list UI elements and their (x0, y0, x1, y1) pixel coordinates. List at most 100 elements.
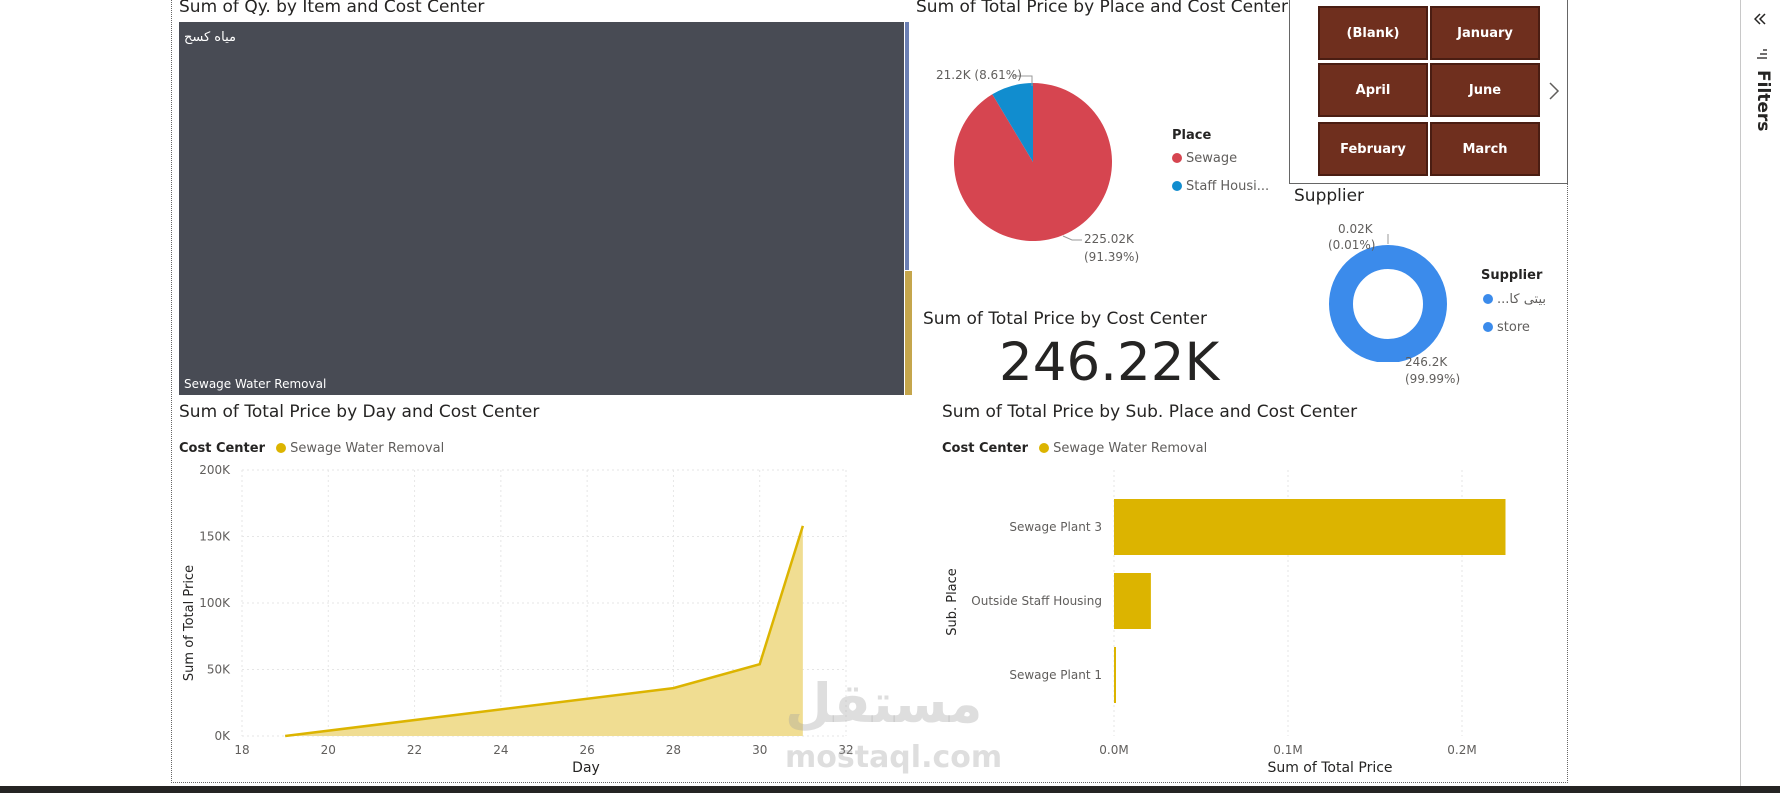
filters-pane-label[interactable]: Filters (1753, 70, 1773, 132)
bottom-status-bar (0, 786, 1780, 793)
donut-chart[interactable] (1320, 226, 1456, 362)
donut-title: Supplier (1294, 186, 1365, 206)
pie-chart[interactable] (916, 60, 1156, 275)
bar-chart-ylabel: Sub. Place (945, 568, 960, 636)
category-label: Outside Staff Housing (971, 594, 1102, 608)
pie-legend-title: Place (1172, 128, 1212, 143)
watermark-url: mostaql.com (785, 740, 1003, 775)
treemap-tile-strip-blue[interactable] (905, 22, 909, 270)
bar-chart-y-axis: Sewage Plant 3 Outside Staff Housing Sewag… (971, 520, 1102, 682)
donut-ring-store[interactable] (1329, 245, 1447, 362)
filters-pane[interactable] (1740, 0, 1780, 786)
slicer-button-april[interactable]: April (1318, 63, 1428, 117)
bar-chart-bars[interactable] (1114, 499, 1506, 703)
x-tick-label: 18 (234, 743, 249, 757)
watermark-logo: مستقل (785, 672, 983, 735)
treemap-visual[interactable]: مياه كسح Sewage Water Removal (179, 22, 912, 395)
legend-dot-icon (1483, 322, 1493, 332)
slicer-button-blank[interactable]: (Blank) (1318, 6, 1428, 60)
x-tick-label: 24 (493, 743, 508, 757)
line-chart-legend: Cost Center Sewage Water Removal (179, 437, 444, 456)
category-label: Sewage Plant 1 (1009, 668, 1102, 682)
slicer-button-march[interactable]: March (1430, 122, 1540, 176)
x-tick-label: 0.2M (1447, 743, 1476, 757)
legend-label: store (1497, 320, 1530, 335)
legend-dot-icon (1039, 443, 1050, 453)
pie-title: Sum of Total Price by Place and Cost Cen… (916, 0, 1288, 17)
card-value[interactable]: 246.22K (999, 332, 1220, 393)
line-chart-title: Sum of Total Price by Day and Cost Cente… (179, 402, 540, 422)
line-chart-y-axis: 200K 150K 100K 50K 0K (199, 463, 231, 743)
slicer-button-june[interactable]: June (1430, 63, 1540, 117)
pie-legend-item-staff-housing[interactable]: Staff Housi... (1172, 179, 1269, 194)
y-tick-label: 150K (199, 530, 231, 544)
x-tick-label: 26 (580, 743, 595, 757)
line-chart-series-line[interactable] (284, 525, 805, 738)
x-tick-label: 28 (666, 743, 681, 757)
bar-chart-x-axis: 0.0M 0.1M 0.2M (1099, 743, 1476, 757)
bar-chart-title: Sum of Total Price by Sub. Place and Cos… (942, 402, 1358, 422)
legend-dot-icon (1172, 153, 1182, 163)
pie-leader-line-2 (1062, 235, 1082, 241)
line-chart-x-axis: 18 20 22 24 26 28 30 32 (234, 743, 853, 757)
line-chart[interactable]: 200K 150K 100K 50K 0K 18 20 22 24 26 28 30 32 Day S… (176, 460, 936, 790)
card-title: Sum of Total Price by Cost Center (923, 309, 1207, 329)
report-canvas (171, 0, 1568, 783)
legend-label: ...بيتى كا (1497, 292, 1546, 307)
donut-label-kaa-pct: (0.01%) (1328, 238, 1376, 252)
y-tick-label: 200K (199, 463, 231, 477)
double-chevron-left-icon[interactable] (1754, 13, 1766, 25)
legend-dot-icon (1172, 181, 1182, 191)
pie-legend-item-sewage[interactable]: Sewage (1172, 151, 1237, 166)
legend-title: Cost Center (942, 441, 1029, 456)
bar-chart-legend: Cost Center Sewage Water Removal (942, 437, 1207, 456)
slicer-button-february[interactable]: February (1318, 122, 1428, 176)
legend-item-sewage-water-removal[interactable]: Sewage Water Removal (1039, 441, 1207, 456)
treemap-tile-main[interactable] (179, 22, 904, 395)
bar-chart-xlabel: Sum of Total Price (1267, 760, 1392, 776)
x-tick-label: 32 (838, 743, 853, 757)
x-tick-label: 20 (321, 743, 336, 757)
chevron-right-icon[interactable] (1548, 82, 1560, 100)
x-tick-label: 0.1M (1273, 743, 1302, 757)
legend-label: Sewage Water Removal (290, 441, 445, 456)
legend-title: Cost Center (179, 441, 266, 456)
donut-label-store-pct: (99.99%) (1405, 372, 1461, 386)
treemap-title: Sum of Qy. by Item and Cost Center (179, 0, 485, 17)
pie-leader-line-1 (1012, 75, 1033, 86)
filter-lines-icon (1757, 49, 1767, 59)
line-chart-xlabel: Day (572, 760, 600, 776)
donut-label-store-value: 246.2K (1405, 355, 1448, 369)
legend-dot-icon (276, 443, 287, 453)
bar-0[interactable] (1114, 499, 1506, 555)
bar-2[interactable] (1114, 647, 1116, 703)
y-tick-label: 0K (214, 729, 231, 743)
donut-legend-title: Supplier (1481, 268, 1543, 283)
donut-legend-item-store[interactable]: store (1483, 320, 1530, 335)
legend-label: Staff Housi... (1186, 179, 1270, 194)
donut-legend-item-kaa[interactable]: ...بيتى كا (1483, 292, 1546, 307)
treemap-cost-center-label: Sewage Water Removal (184, 377, 327, 391)
treemap-item-label: مياه كسح (184, 30, 236, 45)
pie-label-staff-housing: 21.2K (8.61%) (936, 68, 1022, 82)
treemap-tile-strip-gold[interactable] (905, 271, 912, 395)
donut-label-kaa-value: 0.02K (1338, 222, 1373, 236)
bar-1[interactable] (1114, 573, 1151, 629)
category-label: Sewage Plant 3 (1009, 520, 1102, 534)
month-slicer (1289, 0, 1568, 184)
pie-slice-staff-housing[interactable] (992, 83, 1033, 162)
x-tick-label: 0.0M (1099, 743, 1128, 757)
x-tick-label: 22 (407, 743, 422, 757)
pie-label-sewage-pct: (91.39%) (1084, 250, 1140, 264)
pie-label-sewage-value: 225.02K (1084, 232, 1134, 246)
slicer-button-january[interactable]: January (1430, 6, 1540, 60)
y-tick-label: 100K (199, 596, 231, 610)
line-chart-area (285, 525, 803, 736)
legend-label: Sewage (1186, 151, 1238, 166)
legend-item-sewage-water-removal[interactable]: Sewage Water Removal (276, 441, 444, 456)
legend-label: Sewage Water Removal (1053, 441, 1208, 456)
bar-chart[interactable]: Sewage Plant 3 Outside Staff Housing Sewag… (940, 460, 1560, 790)
y-tick-label: 50K (207, 663, 231, 677)
line-chart-ylabel: Sum of Total Price (182, 565, 197, 681)
x-tick-label: 30 (752, 743, 767, 757)
